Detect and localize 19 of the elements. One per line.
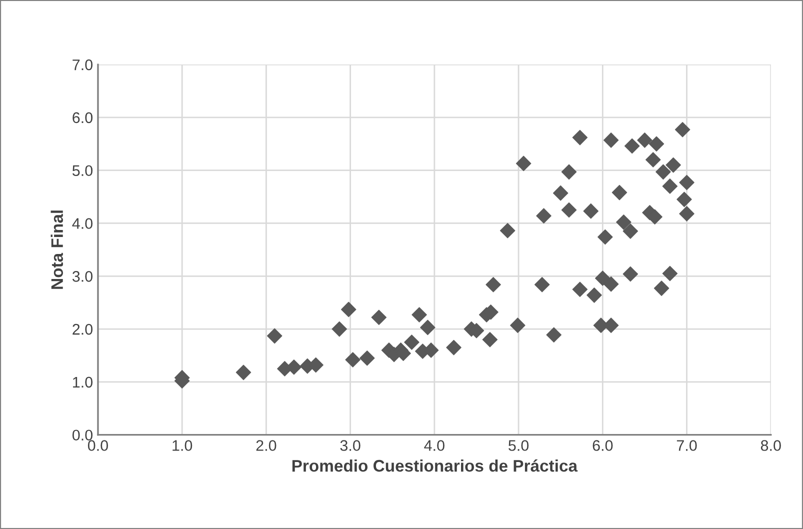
x-axis-title: Promedio Cuestionarios de Práctica xyxy=(292,459,578,472)
y-tick-label: 1.0 xyxy=(73,376,93,388)
y-tick-label: 2.0 xyxy=(72,324,93,335)
x-tick-label: 3.0 xyxy=(340,440,360,451)
x-tick-label: 0.0 xyxy=(88,440,108,451)
x-tick-label: 4.0 xyxy=(424,440,444,451)
x-tick-label: 1.0 xyxy=(172,440,192,451)
y-tick-label: 6.0 xyxy=(72,112,93,124)
y-axis-title: Nota Final xyxy=(50,210,64,289)
x-tick-label: 6.0 xyxy=(592,440,613,451)
y-tick-label: 0.0 xyxy=(72,430,93,441)
x-tick-label: 8.0 xyxy=(760,440,781,451)
y-tick-label: 4.0 xyxy=(72,218,93,229)
y-tick-label: 5.0 xyxy=(72,165,93,176)
y-tick-label: 3.0 xyxy=(72,271,93,282)
x-tick-label: 2.0 xyxy=(256,440,276,451)
x-tick-label: 5.0 xyxy=(508,440,529,451)
y-tick-label: 7.0 xyxy=(72,59,93,70)
x-tick-label: 7.0 xyxy=(676,440,697,451)
